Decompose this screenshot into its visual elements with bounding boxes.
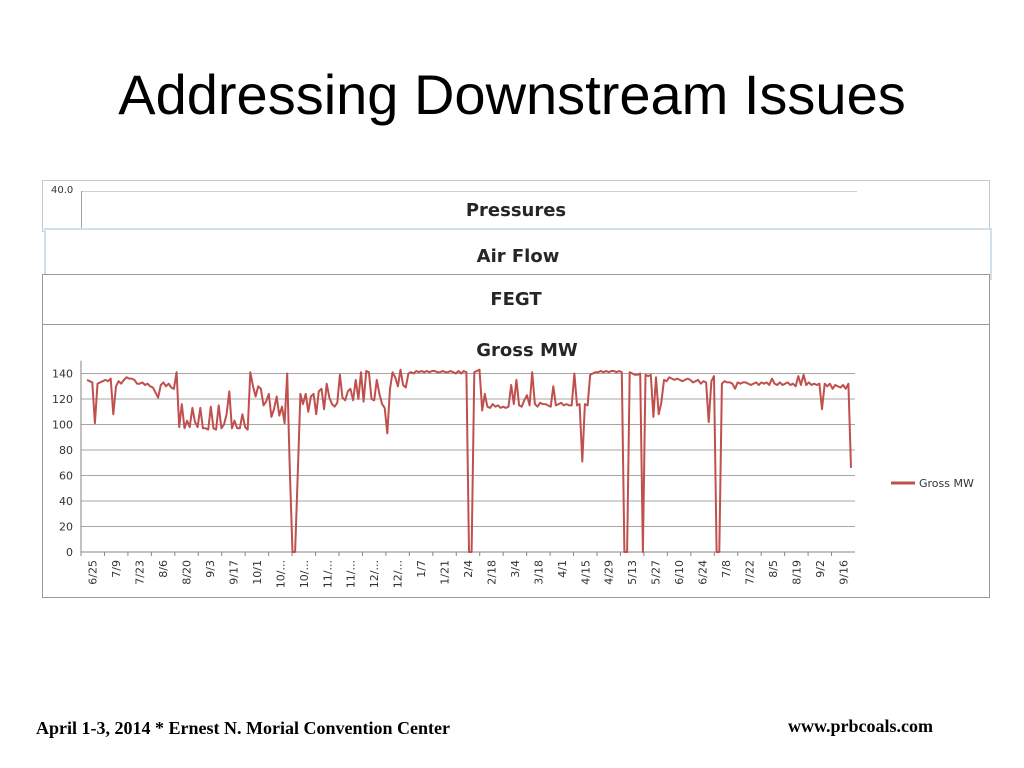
y-tick-label: 100 bbox=[52, 419, 73, 432]
x-tick-label: 2/18 bbox=[485, 560, 498, 585]
x-tick-label: 1/7 bbox=[415, 560, 428, 578]
y-tick-label: 20 bbox=[59, 521, 73, 534]
airflow-chart-title: Air Flow bbox=[476, 246, 560, 267]
fegt-chart-title: FEGT bbox=[490, 289, 542, 310]
x-tick-label: 10/... bbox=[298, 560, 311, 588]
airflow-chart-panel: Air Flow bbox=[44, 228, 992, 280]
x-tick-label: 7/22 bbox=[743, 560, 756, 585]
x-tick-label: 5/13 bbox=[626, 560, 639, 585]
footer-website-link[interactable]: www.prbcoals.com bbox=[788, 716, 933, 736]
x-tick-label: 9/17 bbox=[227, 560, 240, 585]
x-tick-label: 12/... bbox=[368, 560, 381, 588]
legend-label: Gross MW bbox=[919, 477, 974, 490]
y-tick-label: 80 bbox=[59, 444, 73, 457]
pressures-y-axis bbox=[81, 191, 82, 231]
x-tick-label: 8/20 bbox=[181, 560, 194, 585]
pressures-axis-tick-top: 40.0 bbox=[51, 185, 74, 196]
y-tick-label: 120 bbox=[52, 393, 73, 406]
pressures-chart-title: Pressures bbox=[465, 200, 567, 221]
pressures-chart-panel: 40.0 Pressures bbox=[42, 180, 990, 232]
x-tick-label: 10/1 bbox=[251, 560, 264, 585]
x-tick-label: 8/19 bbox=[790, 560, 803, 585]
x-tick-label: 4/15 bbox=[579, 560, 592, 585]
x-tick-label: 7/9 bbox=[110, 560, 123, 578]
slide-title: Addressing Downstream Issues bbox=[118, 63, 906, 126]
x-tick-label: 8/5 bbox=[767, 560, 780, 578]
x-tick-label: 2/4 bbox=[462, 560, 475, 578]
y-tick-label: 60 bbox=[59, 470, 73, 483]
x-tick-label: 10/... bbox=[274, 560, 287, 588]
chart-title: Gross MW bbox=[476, 340, 578, 361]
gross-mw-chart: Gross MW 0 20 40 60 80 100 120 140 6/25 7/9 7/23 8… bbox=[52, 340, 974, 588]
y-tick-label: 40 bbox=[59, 495, 73, 508]
x-tick-label: 7/23 bbox=[134, 560, 147, 585]
y-tick-label: 0 bbox=[66, 546, 73, 559]
gross-mw-series-line bbox=[86, 368, 852, 553]
x-tick-label: 12/... bbox=[392, 560, 405, 588]
x-tick-label: 6/10 bbox=[673, 560, 686, 585]
x-tick-label: 1/21 bbox=[439, 560, 452, 585]
pressures-gridline bbox=[81, 191, 857, 192]
x-tick-label: 11/... bbox=[345, 560, 358, 588]
fegt-chart-panel: FEGT bbox=[42, 274, 990, 326]
gross-mw-chart-panel: Gross MW 0 20 40 60 80 100 120 140 6/25 7/9 7/23 8… bbox=[42, 324, 990, 598]
y-tick-label: 140 bbox=[52, 368, 73, 381]
x-tick-label: 4/1 bbox=[556, 560, 569, 578]
x-tick-label: 11/... bbox=[321, 560, 334, 588]
x-tick-label: 9/16 bbox=[837, 560, 850, 585]
x-tick-label: 3/18 bbox=[532, 560, 545, 585]
x-tick-label: 9/2 bbox=[814, 560, 827, 578]
x-tick-label: 4/29 bbox=[603, 560, 616, 585]
x-tick-label: 8/6 bbox=[157, 560, 170, 578]
x-tick-label: 6/24 bbox=[697, 560, 710, 585]
x-tick-label: 7/8 bbox=[720, 560, 733, 578]
x-tick-label: 3/4 bbox=[509, 560, 522, 578]
x-tick-label: 5/27 bbox=[650, 560, 663, 585]
x-tick-label: 6/25 bbox=[87, 560, 100, 585]
footer-event-info: April 1-3, 2014 * Ernest N. Morial Conve… bbox=[36, 718, 450, 738]
x-tick-label: 9/3 bbox=[204, 560, 217, 578]
